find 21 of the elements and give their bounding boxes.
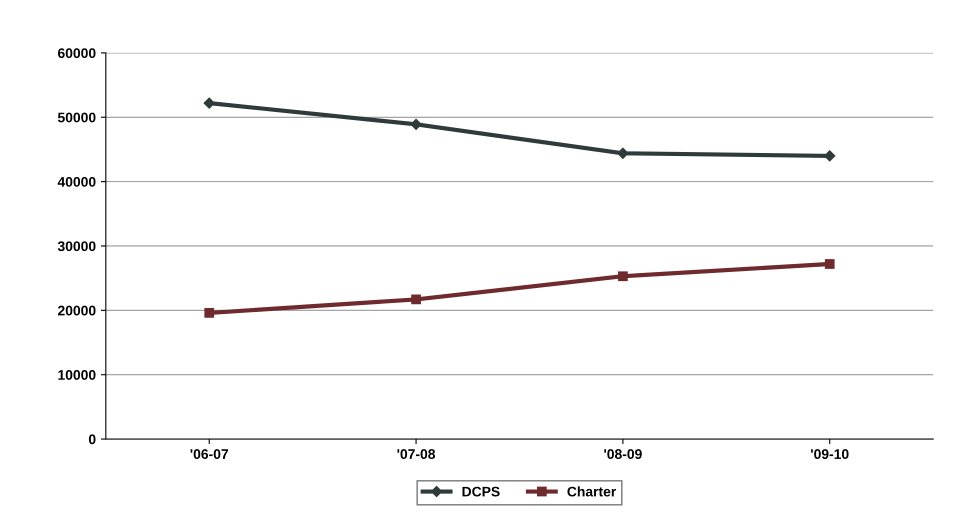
point (411, 294, 421, 304)
y-tick-label: 20000 (58, 306, 96, 316)
y-tick-label: 50000 (58, 112, 96, 122)
point (617, 148, 628, 159)
point (204, 97, 215, 109)
y-tick-label: 10000 (58, 370, 96, 380)
x-tick-label: '09-10 (811, 449, 849, 459)
y-tick-label: 30000 (58, 241, 96, 252)
point (824, 259, 835, 269)
x-tick-label: '06-07 (190, 449, 228, 459)
x-tick-label: '07-08 (397, 449, 436, 459)
legend-label: Charter (567, 486, 616, 497)
legend-label: DCPS (462, 486, 500, 497)
y-tick-label: 0 (88, 434, 96, 444)
y-tick-label: 60000 (58, 48, 96, 58)
point (824, 150, 836, 162)
point (410, 118, 422, 130)
y-tick-label: 40000 (58, 176, 96, 187)
x-tick-label: '08-09 (604, 449, 642, 459)
point (204, 308, 214, 318)
point (618, 271, 628, 282)
